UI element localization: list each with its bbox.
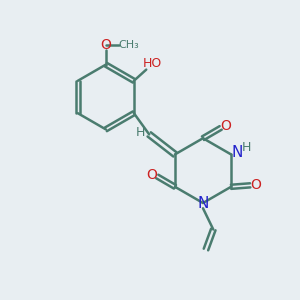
Text: H: H xyxy=(136,125,145,139)
Text: O: O xyxy=(250,178,261,192)
Text: HO: HO xyxy=(142,57,162,70)
Text: CH₃: CH₃ xyxy=(118,40,139,50)
Text: N: N xyxy=(197,196,209,211)
Text: O: O xyxy=(146,168,158,182)
Text: O: O xyxy=(100,38,111,52)
Text: H: H xyxy=(242,141,251,154)
Text: O: O xyxy=(220,119,231,134)
Text: N: N xyxy=(231,146,243,160)
